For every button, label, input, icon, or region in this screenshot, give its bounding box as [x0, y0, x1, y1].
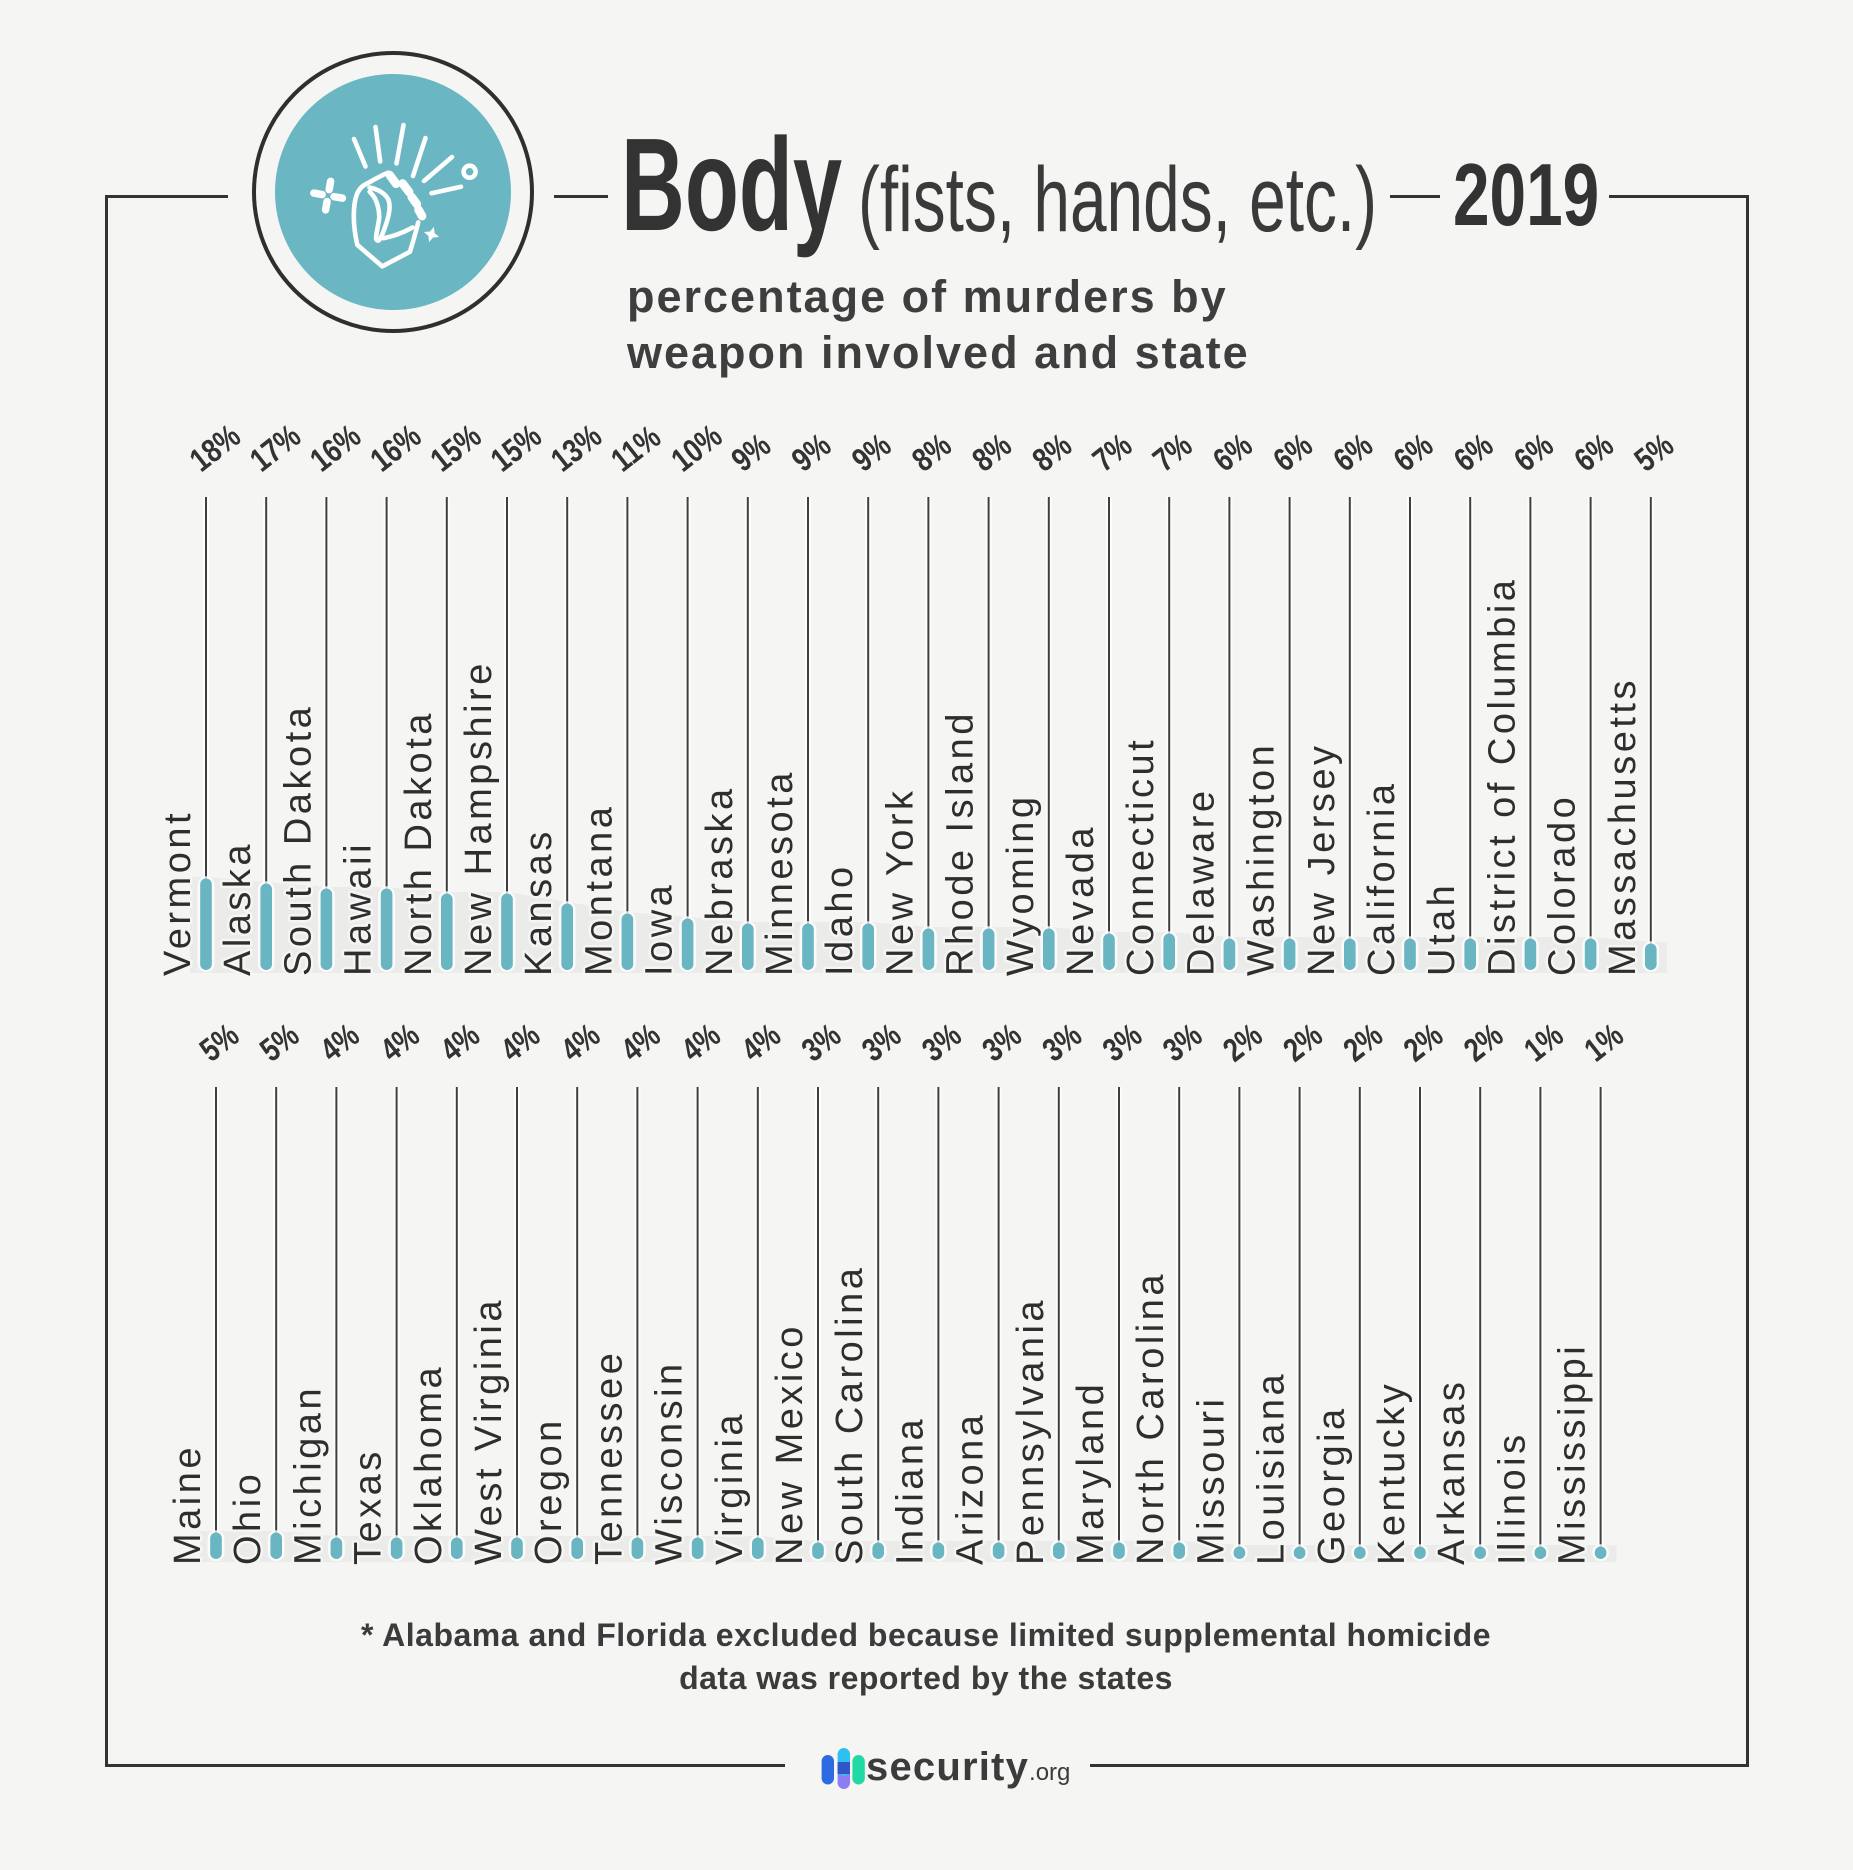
- svg-text:(fists, hands, etc.): (fists, hands, etc.): [858, 148, 1377, 250]
- svg-text:Pennsylvania: Pennsylvania: [1010, 1297, 1052, 1565]
- svg-text:Idaho: Idaho: [819, 863, 861, 976]
- svg-text:North Dakota: North Dakota: [398, 710, 440, 976]
- svg-text:Ohio: Ohio: [227, 1471, 269, 1565]
- svg-text:Oregon: Oregon: [528, 1417, 570, 1565]
- svg-text:Oklahoma: Oklahoma: [408, 1364, 450, 1565]
- svg-text:Mississippi: Mississippi: [1552, 1343, 1594, 1565]
- svg-text:Rhode Island: Rhode Island: [940, 710, 982, 976]
- svg-text:New York: New York: [879, 787, 921, 976]
- svg-text:New Jersey: New Jersey: [1301, 743, 1343, 977]
- svg-text:Kansas: Kansas: [518, 828, 560, 976]
- svg-text:Iowa: Iowa: [639, 882, 681, 976]
- svg-text:Maryland: Maryland: [1070, 1381, 1112, 1565]
- svg-text:Michigan: Michigan: [287, 1385, 329, 1565]
- svg-text:Washington: Washington: [1241, 742, 1283, 976]
- svg-text:Minnesota: Minnesota: [759, 769, 801, 976]
- svg-text:Arkansas: Arkansas: [1431, 1379, 1473, 1565]
- svg-text:Illinois: Illinois: [1491, 1431, 1533, 1565]
- svg-text:New Hampshire: New Hampshire: [458, 660, 500, 976]
- svg-text:New Mexico: New Mexico: [769, 1323, 811, 1565]
- svg-text:Louisiana: Louisiana: [1251, 1371, 1293, 1565]
- svg-text:District of Columbia: District of Columbia: [1481, 577, 1523, 976]
- svg-text:Georgia: Georgia: [1311, 1405, 1353, 1565]
- svg-text:Virginia: Virginia: [709, 1411, 751, 1565]
- svg-text:Nevada: Nevada: [1060, 824, 1102, 976]
- svg-text:West Virginia: West Virginia: [468, 1297, 510, 1565]
- svg-text:data was reported by the state: data was reported by the states: [679, 1660, 1173, 1696]
- svg-text:Massachusetts: Massachusetts: [1602, 677, 1644, 976]
- svg-text:Alaska: Alaska: [217, 841, 259, 976]
- svg-text:Wisconsin: Wisconsin: [649, 1360, 691, 1565]
- svg-text:Connecticut: Connecticut: [1120, 737, 1162, 976]
- svg-text:weapon involved and state: weapon involved and state: [626, 327, 1250, 378]
- svg-text:Colorado: Colorado: [1542, 794, 1584, 976]
- svg-text:* Alabama and Florida excluded: * Alabama and Florida excluded because l…: [361, 1617, 1491, 1653]
- svg-text:South Carolina: South Carolina: [829, 1265, 871, 1565]
- svg-text:2019: 2019: [1453, 147, 1599, 244]
- svg-text:Nebraska: Nebraska: [699, 785, 741, 976]
- svg-text:Wyoming: Wyoming: [1000, 793, 1042, 976]
- svg-text:Hawaii: Hawaii: [338, 841, 380, 976]
- svg-text:Missouri: Missouri: [1190, 1396, 1232, 1565]
- svg-text:Texas: Texas: [348, 1448, 390, 1565]
- svg-text:California: California: [1361, 780, 1403, 976]
- svg-text:South Dakota: South Dakota: [277, 704, 319, 976]
- svg-text:Maine: Maine: [167, 1444, 209, 1565]
- svg-text:Vermont: Vermont: [157, 810, 199, 976]
- svg-text:percentage of murders by: percentage of murders by: [627, 271, 1228, 322]
- svg-text:Tennessee: Tennessee: [588, 1350, 630, 1565]
- svg-text:Montana: Montana: [578, 804, 620, 976]
- svg-text:Body: Body: [621, 110, 842, 258]
- svg-text:North Carolina: North Carolina: [1130, 1271, 1172, 1565]
- svg-text:Kentucky: Kentucky: [1371, 1381, 1413, 1565]
- svg-text:Arizona: Arizona: [950, 1412, 992, 1565]
- svg-text:Utah: Utah: [1421, 882, 1463, 976]
- svg-text:Delaware: Delaware: [1180, 787, 1222, 976]
- svg-text:Indiana: Indiana: [889, 1416, 931, 1565]
